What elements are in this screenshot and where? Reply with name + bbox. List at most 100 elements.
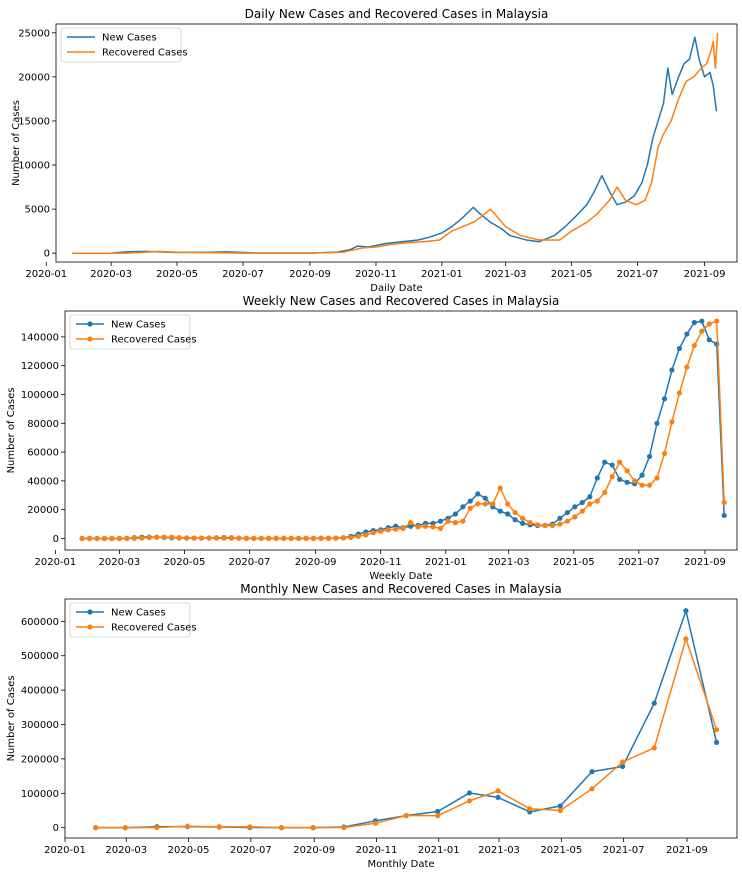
data-point: [281, 535, 287, 542]
legend-marker: [87, 624, 93, 630]
data-point: [422, 523, 429, 529]
x-axis-label: Daily Date: [370, 283, 422, 294]
data-point: [303, 535, 309, 542]
y-tick-label: 10000: [18, 161, 50, 172]
data-point: [684, 331, 690, 337]
y-axis-label: Number of Cases: [6, 676, 17, 762]
data-point: [466, 798, 473, 804]
y-tick-label: 20000: [27, 505, 59, 516]
y-tick-label: 100000: [21, 390, 59, 401]
data-point: [661, 396, 668, 402]
series-line-recovered-cases: [95, 638, 718, 829]
series-line-recovered-cases: [72, 32, 719, 254]
x-tick-label: 2021-09: [684, 269, 726, 280]
x-tick-label: 2020-01: [35, 557, 77, 568]
x-tick-label: 2021-07: [617, 269, 659, 280]
data-point: [475, 501, 481, 507]
data-point: [639, 482, 645, 488]
data-point: [527, 806, 533, 812]
data-point: [378, 528, 384, 534]
data-point: [251, 535, 257, 541]
data-point: [683, 636, 689, 642]
data-point: [624, 468, 630, 474]
data-point: [318, 535, 324, 541]
data-point: [706, 337, 712, 343]
x-tick-label: 2021-03: [478, 845, 520, 856]
data-point: [408, 523, 414, 529]
chart-title: Monthly New Cases and Recovered Cases in…: [240, 582, 561, 596]
plot-frame: [64, 598, 738, 839]
data-point: [460, 518, 466, 524]
data-point: [101, 535, 108, 542]
series-line-new-cases: [95, 609, 718, 829]
data-point: [669, 367, 675, 373]
x-tick-label: 2020-11: [356, 845, 398, 856]
x-tick-label: 2021-01: [421, 269, 463, 280]
data-point: [452, 520, 458, 526]
data-point: [579, 508, 585, 514]
data-point: [437, 518, 444, 524]
y-tick-label: 0: [53, 823, 59, 834]
data-point: [620, 759, 626, 765]
y-tick-label: 120000: [21, 361, 59, 372]
legend-label: Recovered Cases: [111, 623, 197, 634]
data-point: [587, 501, 593, 507]
data-point: [310, 535, 317, 542]
data-point: [654, 475, 660, 481]
legend: New Cases Recovered Cases: [69, 314, 197, 350]
data-point: [266, 535, 272, 542]
data-point: [333, 535, 339, 541]
data-point: [490, 501, 496, 507]
data-point: [94, 535, 100, 542]
data-point: [445, 518, 451, 524]
chart-1: Daily New Cases and Recovered Cases in M…: [11, 7, 738, 294]
data-point: [721, 512, 727, 519]
data-point: [557, 807, 563, 814]
legend-label: Recovered Cases: [102, 48, 188, 59]
data-point: [437, 525, 444, 532]
legend-label: New Cases: [111, 608, 166, 619]
x-tick-label: 2021-07: [618, 557, 660, 568]
data-point: [258, 535, 264, 542]
data-point: [146, 535, 152, 541]
data-point: [466, 790, 473, 796]
series-line-new-cases: [82, 320, 725, 540]
data-point: [198, 535, 205, 541]
x-tick-label: 2020-09: [289, 269, 331, 280]
data-point: [609, 473, 615, 480]
y-tick-label: 500000: [21, 651, 59, 662]
data-point: [557, 515, 563, 521]
data-point: [699, 328, 705, 334]
data-point: [512, 517, 518, 523]
data-point: [587, 494, 593, 500]
data-point: [348, 534, 354, 541]
data-point: [139, 535, 145, 541]
chart-title: Daily New Cases and Recovered Cases in M…: [245, 7, 549, 21]
data-point: [646, 482, 653, 488]
x-tick-label: 2021-09: [684, 557, 726, 568]
data-point: [467, 498, 473, 504]
data-point: [435, 813, 441, 819]
data-point: [589, 786, 595, 792]
y-tick-label: 15000: [18, 116, 50, 127]
data-point: [594, 475, 600, 481]
data-point: [651, 745, 657, 751]
x-tick-label: 2020-11: [355, 269, 397, 280]
data-point: [310, 825, 316, 831]
data-point: [400, 525, 406, 532]
legend-label: New Cases: [111, 320, 166, 331]
data-point: [497, 485, 503, 491]
data-point: [691, 342, 697, 349]
data-point: [683, 608, 689, 614]
data-point: [228, 535, 234, 541]
data-point: [564, 518, 571, 524]
data-point: [288, 535, 294, 542]
data-point: [430, 520, 436, 526]
data-point: [467, 505, 473, 511]
data-point: [154, 824, 160, 831]
data-point: [247, 824, 253, 830]
data-point: [632, 478, 638, 484]
legend-marker: [87, 336, 93, 342]
x-tick-label: 2020-01: [25, 269, 67, 280]
data-point: [213, 535, 220, 541]
